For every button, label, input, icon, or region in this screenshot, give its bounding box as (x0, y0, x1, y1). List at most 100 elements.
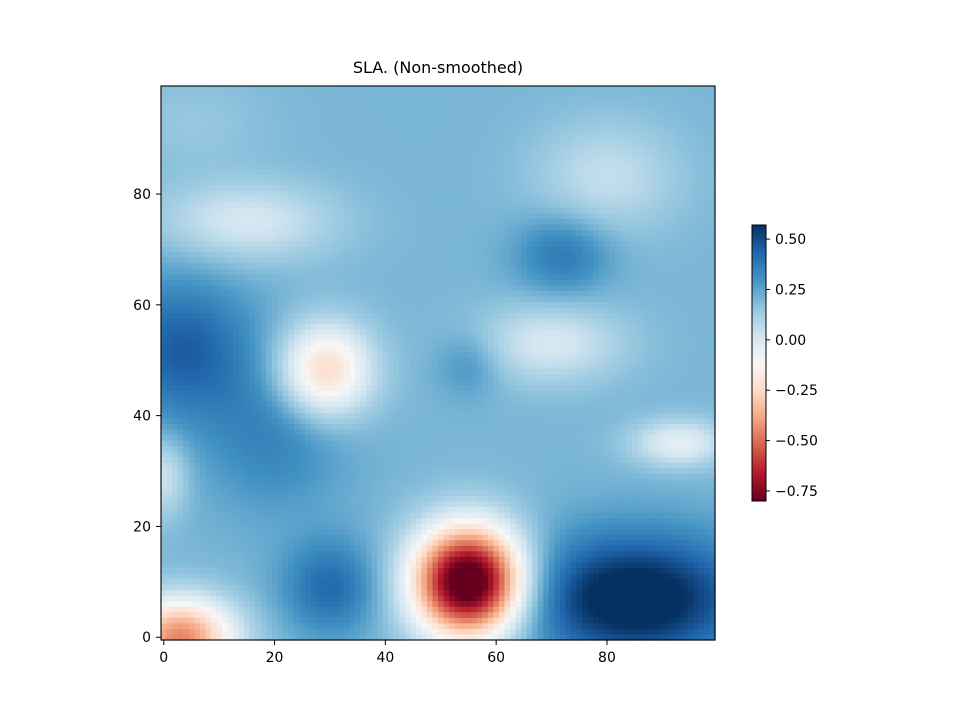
heatmap-cell (282, 169, 290, 176)
heatmap-cell (465, 146, 472, 154)
heatmap-cell (709, 185, 716, 192)
heatmap-cell (587, 274, 594, 281)
heatmap-cell (642, 351, 650, 359)
heatmap-cell (582, 218, 589, 226)
heatmap-cell (410, 207, 417, 215)
heatmap-cell (421, 196, 428, 203)
heatmap-cell (210, 252, 217, 259)
heatmap-cell (637, 135, 644, 142)
heatmap-cell (238, 302, 245, 309)
heatmap-cell (210, 313, 217, 320)
heatmap-cell (526, 218, 533, 226)
heatmap-cell (194, 296, 201, 303)
heatmap-cell (460, 252, 467, 259)
heatmap-cell (449, 313, 456, 320)
heatmap-cell (637, 252, 644, 259)
heatmap-cell (443, 335, 450, 342)
heatmap-cell (227, 135, 234, 142)
heatmap-cell (438, 185, 445, 192)
heatmap-cell (593, 274, 600, 281)
heatmap-cell (559, 202, 567, 209)
heatmap-cell (299, 235, 306, 242)
heatmap-cell (709, 191, 716, 198)
heatmap-cell (210, 351, 217, 359)
heatmap-cell (582, 351, 589, 359)
heatmap-cell (426, 257, 434, 264)
heatmap-cell (404, 279, 411, 287)
heatmap-cell (576, 346, 583, 353)
heatmap-cell (493, 191, 500, 198)
heatmap-cell (659, 246, 666, 253)
heatmap-cell (343, 174, 350, 181)
heatmap-cell (305, 152, 312, 159)
heatmap-cell (233, 108, 240, 115)
heatmap-cell (410, 340, 417, 347)
heatmap-cell (255, 135, 262, 142)
heatmap-cell (443, 246, 450, 253)
heatmap-cell (166, 130, 173, 137)
heatmap-cell (260, 268, 267, 275)
heatmap-cell (360, 119, 367, 126)
heatmap-cell (360, 185, 367, 192)
heatmap-cell (166, 274, 173, 281)
heatmap-cell (382, 279, 389, 287)
heatmap-cell (227, 191, 234, 198)
heatmap-cell (609, 124, 616, 131)
heatmap-cell (260, 296, 267, 303)
heatmap-cell (570, 346, 578, 353)
heatmap-cell (449, 108, 456, 115)
heatmap-cell (238, 230, 245, 237)
heatmap-cell (188, 268, 195, 275)
heatmap-cell (548, 152, 555, 159)
heatmap-cell (316, 285, 323, 292)
heatmap-cell (498, 263, 506, 270)
heatmap-cell (266, 302, 273, 309)
heatmap-cell (703, 241, 711, 248)
heatmap-cell (493, 146, 500, 154)
heatmap-cell (554, 224, 561, 231)
heatmap-cell (365, 108, 373, 115)
heatmap-cell (521, 340, 528, 347)
heatmap-cell (426, 152, 434, 159)
heatmap-cell (288, 274, 295, 281)
heatmap-cell (221, 213, 229, 220)
heatmap-cell (305, 207, 312, 215)
heatmap-cell (587, 119, 594, 126)
heatmap-cell (388, 213, 395, 220)
heatmap-cell (393, 357, 400, 364)
heatmap-cell (249, 191, 256, 198)
heatmap-cell (227, 124, 234, 131)
heatmap-cell (543, 285, 550, 292)
heatmap-cell (172, 174, 179, 181)
heatmap-cell (426, 196, 434, 203)
heatmap-cell (266, 335, 273, 342)
heatmap-cell (620, 340, 627, 347)
heatmap-cell (432, 257, 439, 264)
heatmap-cell (316, 357, 323, 364)
heatmap-cell (404, 86, 411, 93)
heatmap-cell (604, 119, 611, 126)
heatmap-cell (255, 108, 262, 115)
heatmap-cell (382, 285, 389, 292)
heatmap-cell (543, 279, 550, 287)
heatmap-cell (698, 346, 705, 353)
heatmap-cell (244, 318, 251, 325)
heatmap-cell (415, 91, 422, 98)
heatmap-cell (515, 351, 522, 359)
heatmap-cell (238, 329, 245, 336)
heatmap-cell (537, 146, 544, 154)
heatmap-cell (626, 113, 633, 120)
heatmap-cell (260, 163, 267, 170)
heatmap-cell (454, 290, 461, 298)
heatmap-cell (183, 213, 190, 220)
heatmap-cell (532, 196, 539, 203)
heatmap-cell (194, 285, 201, 292)
heatmap-cell (449, 102, 456, 109)
heatmap-cell (332, 119, 339, 126)
heatmap-cell (410, 97, 417, 104)
heatmap-cell (426, 169, 434, 176)
heatmap-cell (460, 263, 467, 270)
heatmap-cell (504, 224, 511, 231)
heatmap-cell (692, 257, 699, 264)
heatmap-cell (299, 307, 306, 314)
